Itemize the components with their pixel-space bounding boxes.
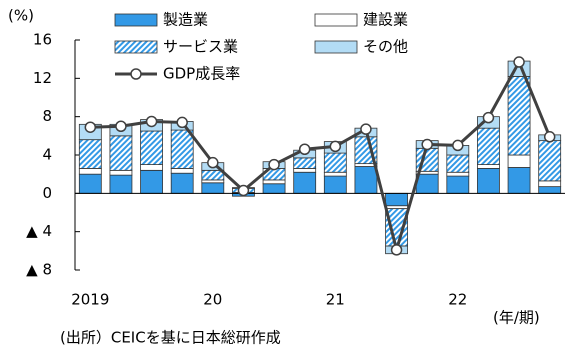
legend-marker xyxy=(130,68,142,80)
bar-segment xyxy=(538,180,562,188)
bar-segment xyxy=(507,154,531,168)
line-marker xyxy=(115,120,127,132)
bar-segment xyxy=(262,179,286,185)
line-marker xyxy=(482,111,495,124)
line-marker xyxy=(145,115,158,128)
bar-segment xyxy=(385,192,408,207)
bar-segment xyxy=(201,169,225,181)
bar-segment xyxy=(323,175,347,194)
y-tick-label: 8 xyxy=(42,107,52,125)
line-marker xyxy=(360,123,372,135)
bar-segment xyxy=(78,139,102,169)
bar-segment xyxy=(201,179,225,184)
line-marker xyxy=(207,156,219,169)
y-tick-label: 4 xyxy=(42,146,52,164)
bar-segment xyxy=(477,127,500,165)
y-tick-label: 12 xyxy=(33,69,52,87)
bar-segment xyxy=(170,168,194,174)
bar-segment xyxy=(415,173,439,194)
line-marker xyxy=(329,140,342,153)
y-axis-unit: (%) xyxy=(8,7,34,25)
line-marker xyxy=(237,184,250,197)
bar-segment xyxy=(323,152,347,173)
bar-segment xyxy=(201,182,225,194)
x-axis-label: (年/期) xyxy=(493,309,540,327)
bar-segment xyxy=(262,183,286,194)
source-note: (出所）CEICを基に日本総研作成 xyxy=(60,329,281,347)
line-marker xyxy=(452,139,464,152)
line-series xyxy=(90,58,552,256)
bar-segment xyxy=(354,166,378,194)
line-marker xyxy=(390,244,403,256)
bar-segment xyxy=(385,205,408,210)
y-tick-label: 0 xyxy=(42,184,52,202)
line-marker xyxy=(176,116,188,129)
bar-segment xyxy=(170,129,194,169)
bar-segment xyxy=(538,140,562,182)
bar-segment xyxy=(78,168,102,175)
bar-segment xyxy=(293,157,317,169)
bar-segment xyxy=(170,172,194,194)
y-tick-label: 16 xyxy=(33,31,52,49)
x-tick-label: 2019 xyxy=(71,291,109,309)
legend-label: 製造業 xyxy=(163,11,208,29)
legend-swatch xyxy=(314,13,358,27)
bar-segment xyxy=(140,169,163,194)
legend-label: その他 xyxy=(363,38,408,56)
x-tick-label: 22 xyxy=(448,291,467,309)
bar-segment xyxy=(140,130,163,165)
bar-segment xyxy=(446,175,470,194)
bar-segment xyxy=(293,171,317,194)
legend-swatch xyxy=(114,40,158,54)
line-marker xyxy=(421,138,433,151)
bar-segment xyxy=(323,171,347,177)
y-tick-label: ▲ 8 xyxy=(26,261,52,279)
bar-segment xyxy=(140,164,163,171)
legend-label: サービス業 xyxy=(163,38,238,56)
line-marker xyxy=(298,143,311,155)
x-tick-label: 21 xyxy=(326,291,345,309)
legend-swatch xyxy=(314,40,358,54)
bar-segment xyxy=(293,168,317,173)
bar-segment xyxy=(109,169,133,176)
legend-label: GDP成長率 xyxy=(163,65,240,83)
line-marker xyxy=(268,158,280,171)
line-marker xyxy=(513,56,525,68)
bar-segment xyxy=(507,167,531,194)
line-marker xyxy=(84,121,97,133)
bar-segment xyxy=(446,171,470,177)
legend-label: 建設業 xyxy=(363,11,408,29)
x-tick-label: 20 xyxy=(203,291,222,309)
legend-swatch xyxy=(114,13,158,27)
bar-segment xyxy=(109,174,133,194)
y-tick-label: ▲ 4 xyxy=(26,222,52,240)
bar-segment xyxy=(109,135,133,171)
bar-segment xyxy=(477,164,500,169)
line-marker xyxy=(543,131,556,143)
bar-segment xyxy=(507,76,531,156)
bar-segment xyxy=(446,154,470,173)
bar-segment xyxy=(78,173,102,194)
bar-segment xyxy=(538,186,562,194)
bar-segment xyxy=(477,168,500,194)
